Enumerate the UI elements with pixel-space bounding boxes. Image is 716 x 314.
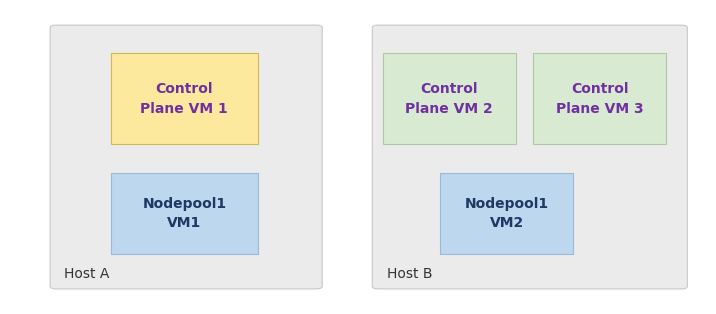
FancyBboxPatch shape <box>111 53 258 144</box>
Text: Host A: Host A <box>64 267 110 281</box>
Text: Nodepool1
VM1: Nodepool1 VM1 <box>142 197 226 230</box>
FancyBboxPatch shape <box>372 25 687 289</box>
Text: Control
Plane VM 3: Control Plane VM 3 <box>556 82 644 116</box>
Text: Host B: Host B <box>387 267 432 281</box>
FancyBboxPatch shape <box>533 53 666 144</box>
Text: Nodepool1
VM2: Nodepool1 VM2 <box>465 197 548 230</box>
FancyBboxPatch shape <box>50 25 322 289</box>
FancyBboxPatch shape <box>440 173 573 254</box>
Text: Control
Plane VM 1: Control Plane VM 1 <box>140 82 228 116</box>
FancyBboxPatch shape <box>383 53 516 144</box>
FancyBboxPatch shape <box>111 173 258 254</box>
Text: Control
Plane VM 2: Control Plane VM 2 <box>405 82 493 116</box>
